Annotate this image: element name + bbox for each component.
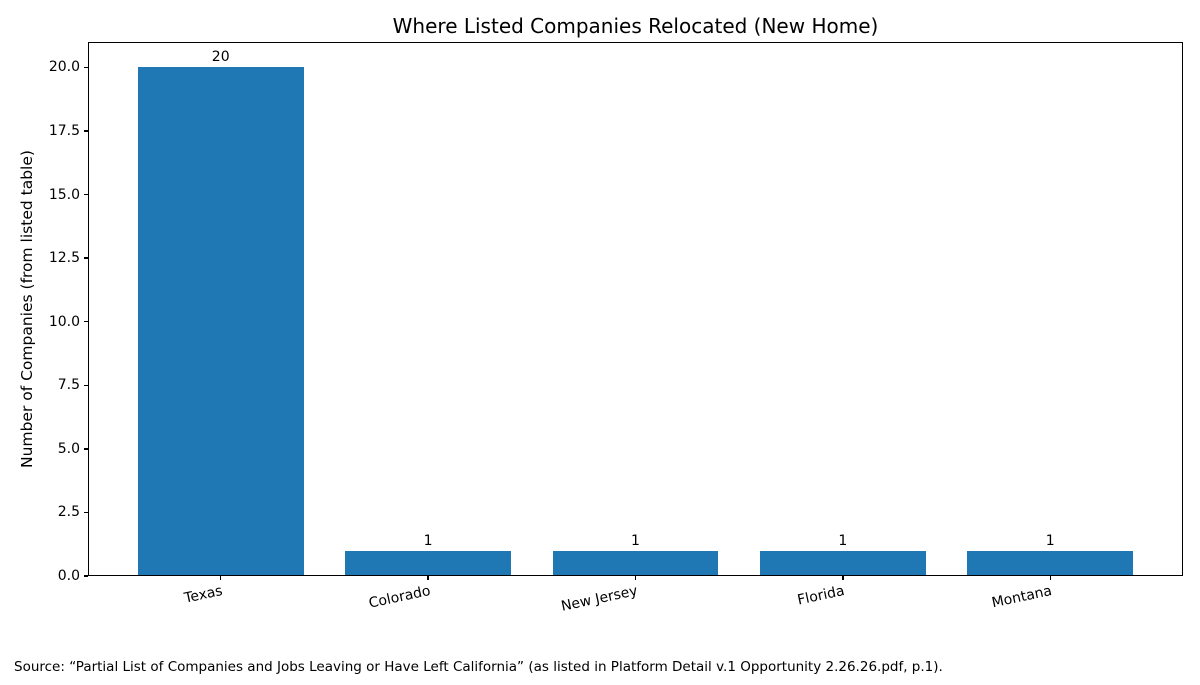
bar-value-label: 1 — [423, 532, 433, 549]
bar-montana — [967, 550, 1134, 576]
x-tick-label: Colorado — [366, 583, 432, 612]
y-tick-mark — [84, 257, 88, 259]
bar-new-jersey — [552, 550, 719, 576]
y-tick-label: 0.0 — [57, 568, 80, 584]
y-tick-label: 17.5 — [48, 123, 80, 139]
y-tick-label: 20.0 — [48, 59, 80, 76]
y-tick-mark — [84, 130, 88, 132]
y-tick-mark — [84, 511, 88, 514]
x-tick-label: New Jersey — [559, 583, 639, 615]
y-tick-label: 12.5 — [48, 250, 80, 267]
source-note: Source: “Partial List of Companies and J… — [14, 659, 943, 675]
plot-area-frame — [88, 42, 1183, 576]
x-tick-mark — [842, 576, 844, 580]
y-tick-mark — [84, 448, 88, 450]
bar-colorado — [345, 550, 512, 576]
y-tick-label: 5.0 — [57, 440, 80, 457]
x-tick-mark — [220, 576, 222, 580]
chart-title: Where Listed Companies Relocated (New Ho… — [392, 14, 879, 38]
bar-value-label: 1 — [631, 532, 640, 549]
bar-value-label: 1 — [838, 532, 848, 549]
y-tick-label: 10.0 — [48, 313, 80, 330]
bar-florida — [759, 550, 926, 576]
y-tick-label: 15.0 — [48, 186, 80, 203]
y-tick-mark — [84, 384, 88, 386]
y-tick-mark — [84, 66, 88, 69]
x-tick-label: Montana — [990, 583, 1054, 612]
y-tick-mark — [84, 575, 88, 577]
bar-value-label: 20 — [211, 49, 230, 66]
y-tick-mark — [84, 321, 88, 323]
y-tick-label: 7.5 — [57, 377, 80, 394]
bar-texas — [137, 67, 304, 576]
y-tick-mark — [84, 193, 88, 196]
x-tick-mark — [1049, 576, 1051, 580]
x-tick-label: Florida — [796, 583, 847, 609]
y-tick-label: 2.5 — [57, 504, 80, 521]
x-tick-mark — [427, 576, 429, 580]
x-tick-mark — [634, 576, 637, 580]
x-tick-label: Texas — [182, 583, 225, 607]
bar-value-label: 1 — [1045, 532, 1055, 549]
